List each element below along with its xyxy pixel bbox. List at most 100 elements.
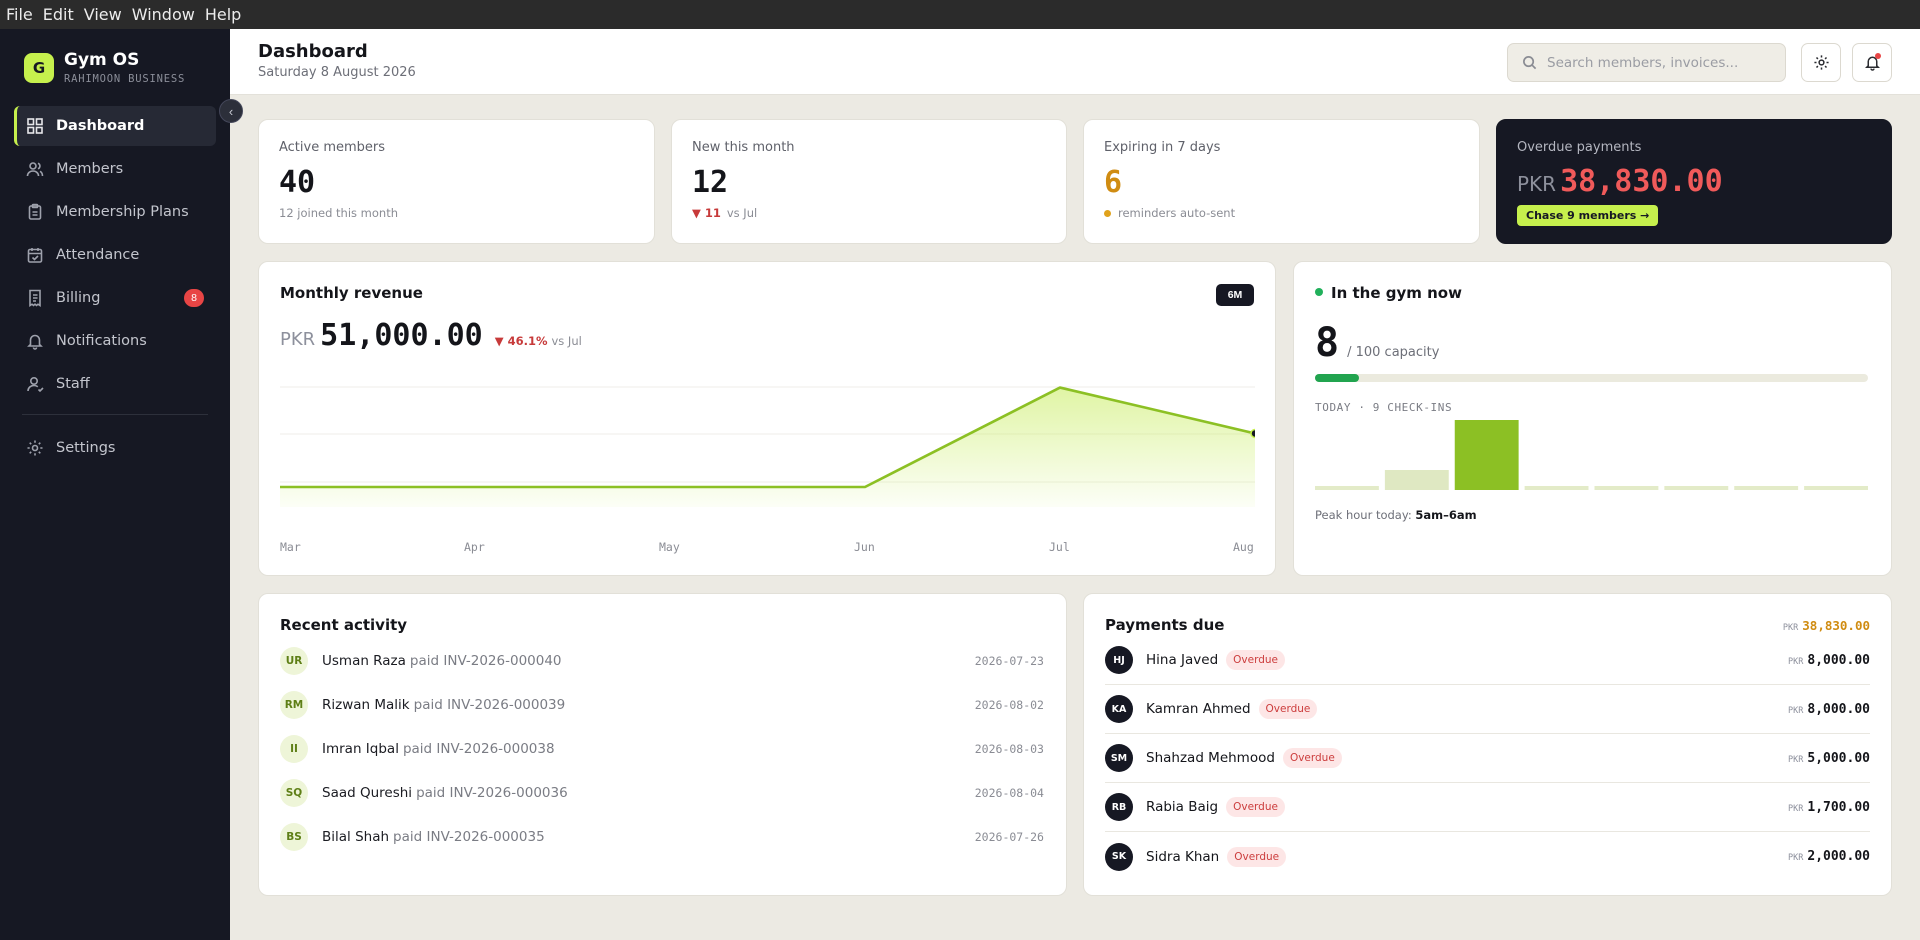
payment-row[interactable]: KA Kamran Ahmed Overdue PKR 8,000.00 (1105, 685, 1870, 734)
revenue-area (280, 387, 1255, 507)
occupancy-value: 8 (1315, 320, 1340, 366)
avatar: KA (1105, 695, 1133, 723)
avatar: SQ (280, 779, 308, 807)
currency-label: PKR (1517, 172, 1557, 196)
active-members-card[interactable]: Active members 40 12 joined this month (258, 119, 655, 244)
payment-row[interactable]: SK Sidra Khan Overdue PKR 2,000.00 (1105, 832, 1870, 881)
status-badge: Overdue (1226, 797, 1285, 817)
menu-file[interactable]: File (6, 5, 33, 24)
amount-value: 38,830.00 (1560, 164, 1723, 199)
sidebar-item-label: Dashboard (56, 118, 145, 134)
amount-value: 38,830.00 (1802, 618, 1870, 633)
activity-date: 2026-07-23 (974, 654, 1044, 668)
sidebar-item-staff[interactable]: Staff (14, 364, 216, 404)
collapse-sidebar-button[interactable]: ‹ (219, 99, 243, 123)
sidebar-nav: Dashboard Members Membership Plans Atten… (14, 106, 216, 471)
activity-description: paid INV-2026-000038 (402, 741, 555, 757)
sidebar-item-billing[interactable]: Billing 8 (14, 278, 216, 318)
member-name: Rizwan Malik (322, 697, 410, 713)
users-icon (26, 162, 44, 177)
card-title: Payments due (1105, 616, 1225, 634)
payment-row[interactable]: HJ Hina Javed Overdue PKR 8,000.00 (1105, 636, 1870, 685)
in-gym-now-card: In the gym now 8 / 100 capacity TODAY · … (1293, 261, 1892, 576)
search-box[interactable] (1507, 43, 1786, 82)
bell-icon (1864, 56, 1880, 71)
stat-subtext-label: reminders auto-sent (1118, 206, 1236, 220)
stat-subtext: ▼ 11 vs Jul (692, 206, 757, 220)
menu-window[interactable]: Window (131, 5, 195, 24)
checkin-bar (1664, 486, 1729, 490)
member-name: Rabia Baig (1146, 799, 1219, 815)
revenue-line-chart (280, 386, 1255, 507)
sidebar-item-dashboard[interactable]: Dashboard (14, 106, 216, 146)
bell-icon (27, 334, 43, 350)
activity-description: paid INV-2026-000035 (393, 829, 545, 845)
currency-label: PKR (1782, 623, 1799, 633)
card-title: In the gym now (1315, 284, 1462, 302)
amount-value: 8,000.00 (1807, 652, 1870, 668)
x-tick-label: Jul (1049, 540, 1070, 554)
sidebar-item-membership-plans[interactable]: Membership Plans (14, 192, 216, 232)
stat-label: New this month (692, 140, 795, 155)
status-badge: Overdue (1226, 650, 1285, 670)
avatar: SM (1105, 744, 1133, 772)
revenue-line (280, 386, 1255, 489)
amount-value: 5,000.00 (1807, 750, 1870, 766)
avatar: RB (1105, 793, 1133, 821)
checkin-bar (1384, 470, 1449, 490)
sidebar: G Gym OS RAHIMOON BUSINESS ‹ Dashboard M… (0, 29, 243, 940)
menu-view[interactable]: View (83, 5, 122, 24)
activity-date: 2026-08-03 (974, 742, 1044, 756)
capacity-bar (1315, 374, 1868, 382)
amount-value: 8,000.00 (1807, 701, 1870, 717)
clipboard-icon (28, 203, 42, 220)
brand-name: Gym OS (64, 50, 140, 70)
sidebar-item-label: Billing (56, 290, 101, 306)
search-input[interactable] (1547, 54, 1767, 71)
menu-help[interactable]: Help (204, 5, 242, 24)
payment-row[interactable]: RB Rabia Baig Overdue PKR 1,700.00 (1105, 783, 1870, 832)
payment-amount: PKR 1,700.00 (1788, 800, 1870, 815)
menu-edit[interactable]: Edit (42, 5, 74, 24)
occupancy-count: 8 / 100 capacity (1315, 320, 1439, 366)
range-6m-button[interactable]: 6M (1216, 284, 1254, 306)
activity-row[interactable]: UR Usman Raza paid INV-2026-000040 2026-07-… (280, 646, 1044, 676)
payments-total: PKR 38,830.00 (1783, 618, 1870, 633)
currency-label: PKR (1788, 853, 1804, 863)
payment-row[interactable]: SM Shahzad Mehmood Overdue PKR 5,000.00 (1105, 734, 1870, 783)
sidebar-item-attendance[interactable]: Attendance (14, 235, 216, 275)
recent-activity-card: Recent activity UR Usman Raza paid INV-202… (258, 593, 1067, 896)
checkin-bar (1804, 486, 1868, 490)
overdue-payments-card[interactable]: Overdue payments PKR 38,830.00 Chase 9 m… (1496, 119, 1892, 244)
page-date: Saturday 8 August 2026 (258, 65, 416, 80)
sidebar-item-settings[interactable]: Settings (14, 428, 216, 468)
amount-value: 2,000.00 (1807, 849, 1870, 864)
member-name: Sidra Khan (1146, 848, 1220, 865)
activity-row[interactable]: BS Bilal Shah paid INV-2026-000035 2026-07-… (280, 822, 1044, 852)
sidebar-item-label: Members (56, 161, 124, 177)
member-name: Shahzad Mehmood (1146, 750, 1275, 766)
activity-row[interactable]: RM Rizwan Malik paid INV-2026-000039 2026-0… (280, 690, 1044, 720)
currency-label: PKR (1788, 754, 1804, 765)
member-name: Hina Javed (1146, 652, 1219, 668)
settings-button[interactable] (1801, 43, 1841, 82)
capacity-bar-fill (1315, 374, 1360, 382)
notifications-button[interactable] (1852, 43, 1892, 82)
avatar: HJ (1105, 646, 1133, 674)
activity-row[interactable]: SQ Saad Qureshi paid INV-2026-000036 2026-0… (280, 778, 1044, 808)
expiring-card[interactable]: Expiring in 7 days 6 reminders auto-sent (1083, 119, 1480, 244)
sidebar-item-members[interactable]: Members (14, 149, 216, 189)
sidebar-item-notifications[interactable]: Notifications (14, 321, 216, 361)
revenue-delta: ▼ 46.1% vs Jul (495, 334, 582, 348)
chevron-left-icon: ‹ (228, 103, 234, 119)
chase-members-button[interactable]: Chase 9 members → (1517, 205, 1659, 226)
revenue-point[interactable] (1250, 428, 1255, 439)
member-name: Saad Qureshi (322, 785, 413, 801)
status-badge: Overdue (1227, 846, 1287, 867)
receipt-icon (29, 289, 41, 307)
stat-label: Active members (279, 140, 386, 155)
x-tick-label: Mar (280, 540, 301, 554)
activity-description: paid INV-2026-000039 (413, 697, 566, 713)
new-this-month-card[interactable]: New this month 12 ▼ 11 vs Jul (671, 119, 1067, 244)
activity-row[interactable]: II Imran Iqbal paid INV-2026-000038 2026-08… (280, 734, 1044, 764)
